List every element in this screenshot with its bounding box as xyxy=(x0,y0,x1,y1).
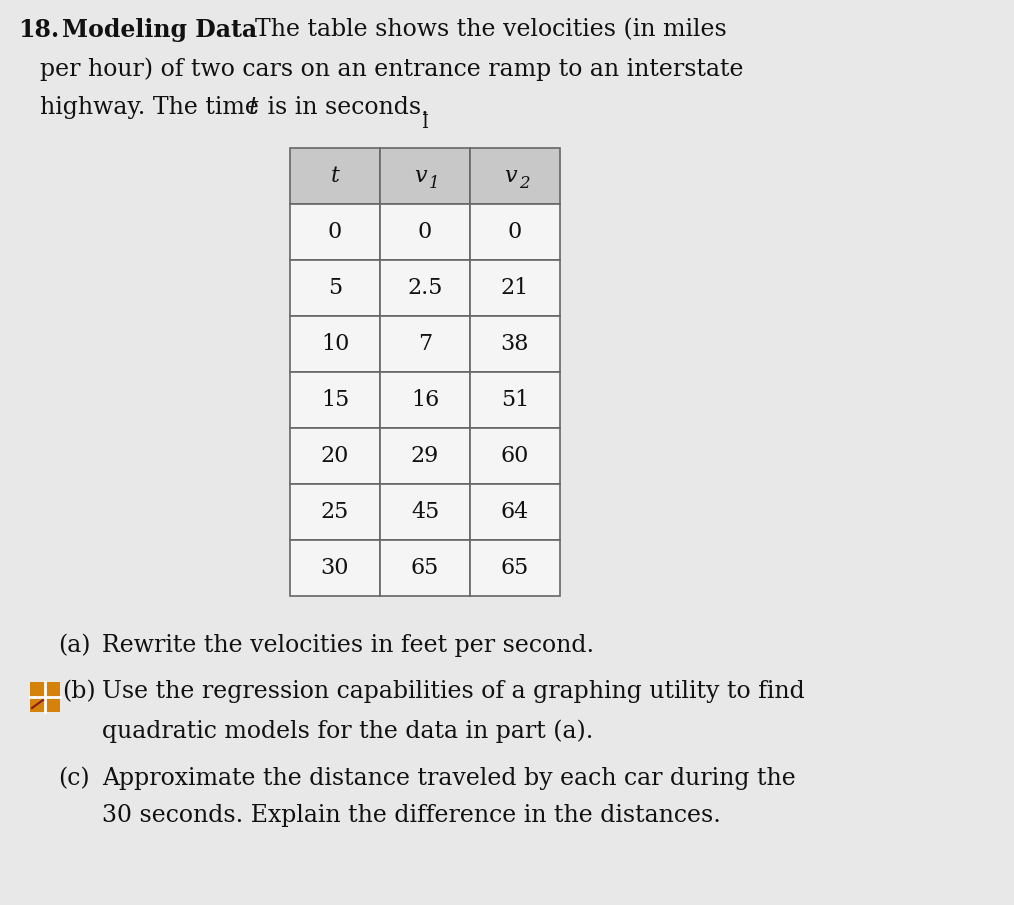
Bar xyxy=(470,372,560,428)
Bar xyxy=(470,260,560,316)
Text: (c): (c) xyxy=(58,767,89,790)
Text: Rewrite the velocities in feet per second.: Rewrite the velocities in feet per secon… xyxy=(102,634,594,657)
Text: per hour) of two cars on an entrance ramp to an interstate: per hour) of two cars on an entrance ram… xyxy=(40,57,743,81)
Text: 15: 15 xyxy=(320,389,349,411)
Text: 30: 30 xyxy=(320,557,349,579)
Text: 38: 38 xyxy=(501,333,529,355)
Bar xyxy=(470,204,560,260)
Text: 45: 45 xyxy=(411,501,439,523)
Bar xyxy=(470,428,560,484)
Bar xyxy=(290,484,380,540)
Text: 1: 1 xyxy=(429,176,439,193)
Bar xyxy=(290,204,380,260)
Text: (b): (b) xyxy=(62,680,95,703)
Text: Use the regression capabilities of a graphing utility to find: Use the regression capabilities of a gra… xyxy=(102,680,805,703)
Text: 0: 0 xyxy=(508,221,522,243)
Text: 10: 10 xyxy=(320,333,349,355)
Text: is in seconds.: is in seconds. xyxy=(260,96,429,119)
Text: 64: 64 xyxy=(501,501,529,523)
Bar xyxy=(470,540,560,596)
Text: 0: 0 xyxy=(328,221,342,243)
Text: quadratic models for the data in part (a).: quadratic models for the data in part (a… xyxy=(102,719,593,742)
Text: t: t xyxy=(249,96,259,119)
Text: 0: 0 xyxy=(418,221,432,243)
Bar xyxy=(290,540,380,596)
Text: 65: 65 xyxy=(501,557,529,579)
Bar xyxy=(470,484,560,540)
Text: 2: 2 xyxy=(519,176,529,193)
Text: 25: 25 xyxy=(320,501,349,523)
Bar xyxy=(380,260,470,316)
Bar xyxy=(290,372,380,428)
Text: 21: 21 xyxy=(501,277,529,299)
Text: v: v xyxy=(504,165,516,187)
Bar xyxy=(290,316,380,372)
Text: (a): (a) xyxy=(58,634,90,657)
Bar xyxy=(380,540,470,596)
Bar xyxy=(380,484,470,540)
Bar xyxy=(380,428,470,484)
Text: highway. The time: highway. The time xyxy=(40,96,267,119)
Bar xyxy=(30,682,60,712)
Bar xyxy=(290,148,380,204)
Bar xyxy=(380,372,470,428)
Bar xyxy=(290,428,380,484)
Text: Modeling Data: Modeling Data xyxy=(62,18,258,42)
Text: I: I xyxy=(422,114,429,132)
Text: t: t xyxy=(331,165,340,187)
Text: 2.5: 2.5 xyxy=(408,277,443,299)
Text: 65: 65 xyxy=(411,557,439,579)
Text: Approximate the distance traveled by each car during the: Approximate the distance traveled by eac… xyxy=(102,767,796,790)
Text: 5: 5 xyxy=(328,277,342,299)
Text: 7: 7 xyxy=(418,333,432,355)
Text: 51: 51 xyxy=(501,389,529,411)
Text: 60: 60 xyxy=(501,445,529,467)
Bar xyxy=(470,148,560,204)
Bar xyxy=(380,204,470,260)
Text: 30 seconds. Explain the difference in the distances.: 30 seconds. Explain the difference in th… xyxy=(102,804,721,827)
Bar xyxy=(290,260,380,316)
Bar xyxy=(380,148,470,204)
Bar xyxy=(470,316,560,372)
Text: 18.: 18. xyxy=(18,18,59,42)
Bar xyxy=(380,316,470,372)
Text: 20: 20 xyxy=(320,445,349,467)
Text: 29: 29 xyxy=(411,445,439,467)
Text: 16: 16 xyxy=(411,389,439,411)
Text: v: v xyxy=(414,165,426,187)
Text: The table shows the velocities (in miles: The table shows the velocities (in miles xyxy=(240,18,727,41)
